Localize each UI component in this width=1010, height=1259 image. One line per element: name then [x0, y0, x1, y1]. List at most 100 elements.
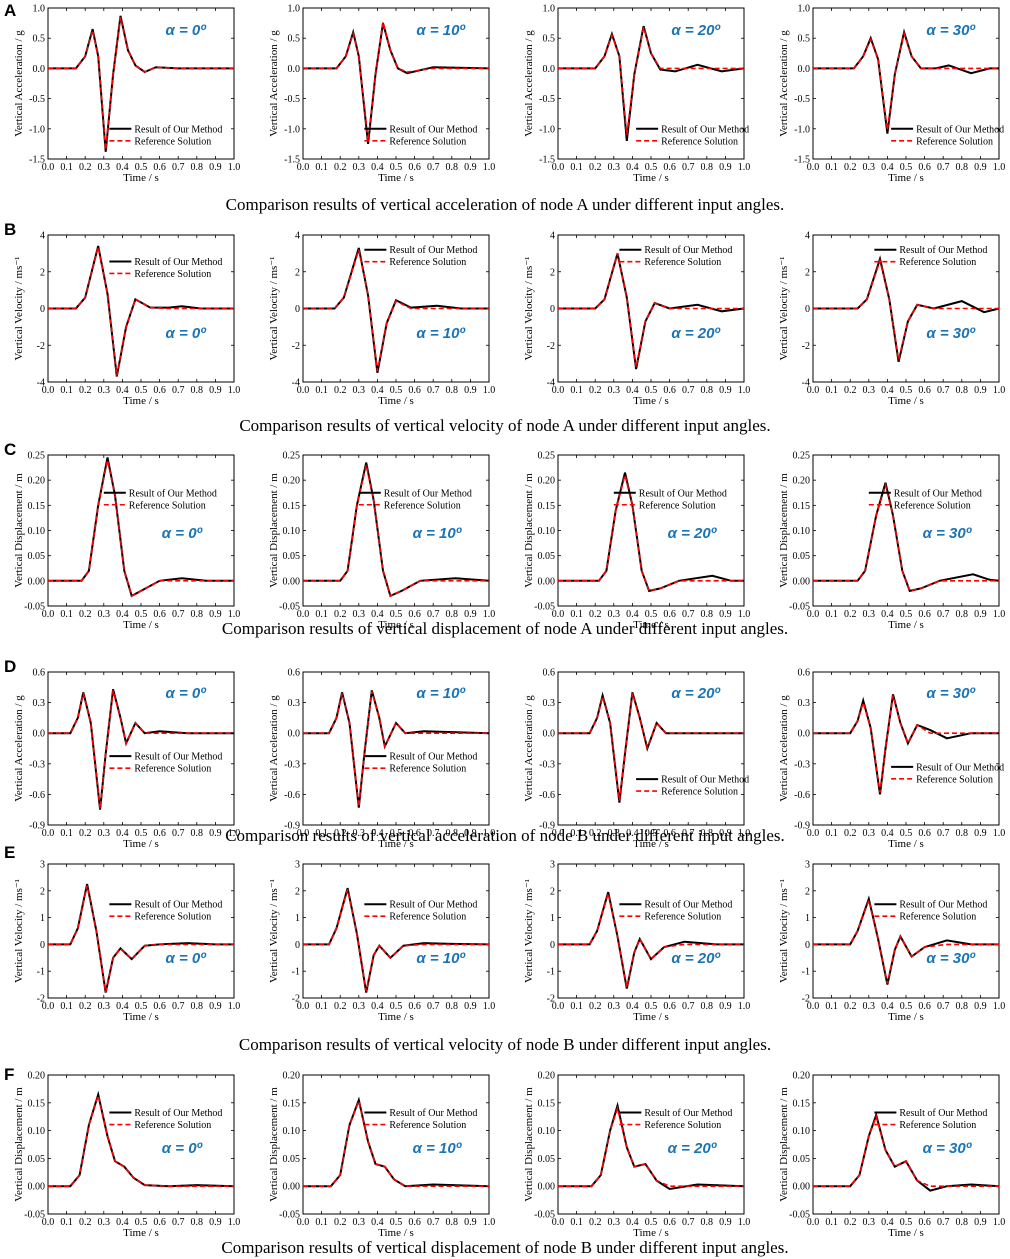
x-tick-label: 0.0 — [42, 609, 55, 620]
x-tick-label: 0.7 — [427, 385, 440, 396]
x-axis-title: Time / s — [123, 1227, 159, 1239]
y-tick-label: 2 — [295, 886, 300, 897]
y-tick-label: -2 — [802, 994, 810, 1005]
x-tick-label: 0.5 — [645, 828, 658, 839]
x-tick-label: 0.0 — [552, 1001, 565, 1012]
y-tick-label: 0.0 — [288, 729, 301, 740]
x-tick-label: 0.3 — [98, 385, 111, 396]
x-tick-label: 0.7 — [937, 828, 950, 839]
y-tick-label: 2 — [295, 267, 300, 278]
series-reference — [48, 690, 234, 809]
series-reference — [813, 30, 999, 131]
x-tick-label: 0.0 — [297, 1217, 310, 1228]
x-tick-label: 0.3 — [863, 1217, 876, 1228]
x-tick-label: 0.0 — [552, 1217, 565, 1228]
angle-label: α = 0º — [166, 22, 208, 39]
subplot-A-2: 0.0 0.1 0.2 0.3 0.4 0.5 0.6 0.7 0.8 0.9 1.0 -1.5 -1.… — [523, 4, 750, 185]
legend-label-reference: Reference Solution — [389, 257, 466, 268]
x-tick-label: 0.8 — [956, 162, 969, 173]
legend-label-reference: Reference Solution — [134, 912, 211, 923]
x-tick-label: 0.4 — [881, 385, 894, 396]
x-tick-label: 0.4 — [881, 162, 894, 173]
angle-label: α = 0º — [162, 1140, 204, 1157]
x-tick-label: 0.4 — [371, 609, 384, 620]
y-tick-label: -0.9 — [794, 821, 810, 832]
legend-label-reference: Reference Solution — [389, 136, 466, 147]
y-tick-label: 0.0 — [288, 64, 301, 75]
y-tick-label: -1.5 — [284, 155, 300, 166]
x-tick-label: 0.2 — [79, 162, 92, 173]
x-tick-label: 0.8 — [956, 609, 969, 620]
x-tick-label: 0.9 — [719, 162, 732, 173]
x-tick-label: 0.4 — [116, 1001, 129, 1012]
x-tick-label: 1.0 — [483, 1217, 496, 1228]
x-tick-label: 0.0 — [552, 385, 565, 396]
x-tick-label: 0.9 — [719, 828, 732, 839]
x-tick-label: 0.9 — [209, 385, 222, 396]
x-tick-label: 0.6 — [918, 828, 931, 839]
x-tick-label: 0.6 — [408, 609, 421, 620]
y-tick-label: 0.00 — [283, 576, 301, 587]
angle-label: α = 10º — [413, 1140, 463, 1157]
y-axis-title: Vertical Velocity / ms⁻¹ — [268, 879, 280, 983]
x-tick-label: 0.7 — [427, 1001, 440, 1012]
y-tick-label: -1.0 — [29, 124, 45, 135]
y-axis-title: Vertical Displacement / m — [778, 1087, 790, 1202]
legend-label-reference: Reference Solution — [661, 136, 738, 147]
y-tick-label: -2 — [292, 994, 300, 1005]
y-tick-label: 2 — [805, 886, 810, 897]
x-tick-label: 0.8 — [446, 385, 459, 396]
x-tick-label: 0.7 — [172, 385, 185, 396]
x-axis-title: Time / s — [378, 1227, 414, 1239]
subplot-B-3: 0.0 0.1 0.2 0.3 0.4 0.5 0.6 0.7 0.8 0.9 1.0 -4 -2 0 2 4… — [778, 231, 1005, 408]
x-tick-label: 0.7 — [682, 1001, 695, 1012]
legend-label-ours: Result of Our Method — [916, 762, 1004, 773]
y-tick-label: 0.20 — [793, 1071, 811, 1082]
panel-caption: Comparison results of vertical accelerat… — [226, 195, 785, 214]
x-tick-label: 0.4 — [626, 828, 639, 839]
y-axis-title: Vertical Displacement / m — [523, 473, 535, 588]
x-tick-label: 0.5 — [900, 1217, 913, 1228]
y-tick-label: -0.9 — [284, 821, 300, 832]
y-tick-label: 3 — [805, 860, 810, 871]
series-reference — [558, 474, 744, 592]
x-tick-label: 0.1 — [315, 1217, 328, 1228]
x-tick-label: 0.9 — [974, 162, 987, 173]
x-tick-label: 0.8 — [446, 1217, 459, 1228]
y-tick-label: 0.15 — [283, 1098, 301, 1109]
x-tick-label: 0.6 — [153, 828, 166, 839]
legend-label-ours: Result of Our Method — [899, 900, 987, 911]
series-reference — [558, 693, 744, 801]
angle-label: α = 10º — [413, 525, 463, 542]
y-tick-label: -0.05 — [789, 602, 810, 613]
x-tick-label: 0.7 — [682, 162, 695, 173]
legend-label-reference: Reference Solution — [134, 136, 211, 147]
angle-label: α = 30º — [926, 685, 976, 702]
x-tick-label: 0.8 — [701, 385, 714, 396]
y-tick-label: 0.15 — [28, 1098, 46, 1109]
x-tick-label: 0.8 — [446, 162, 459, 173]
x-tick-label: 0.6 — [408, 1001, 421, 1012]
y-tick-label: 0.3 — [543, 698, 556, 709]
x-tick-label: 0.2 — [589, 162, 602, 173]
y-tick-label: 4 — [295, 231, 300, 242]
x-tick-label: 0.4 — [371, 385, 384, 396]
x-tick-label: 0.2 — [589, 1217, 602, 1228]
x-tick-label: 0.7 — [937, 1217, 950, 1228]
x-tick-label: 0.8 — [701, 162, 714, 173]
series-reference — [303, 1098, 489, 1187]
x-tick-label: 0.7 — [172, 1001, 185, 1012]
series-reference — [303, 464, 489, 598]
x-tick-label: 1.0 — [228, 828, 241, 839]
x-tick-label: 1.0 — [228, 385, 241, 396]
y-tick-label: 0.00 — [283, 1182, 301, 1193]
x-tick-label: 0.6 — [153, 385, 166, 396]
y-tick-label: 0.15 — [538, 1098, 556, 1109]
legend-label-ours: Result of Our Method — [384, 488, 472, 499]
angle-label: α = 10º — [416, 22, 466, 39]
legend-label-ours: Result of Our Method — [389, 900, 477, 911]
